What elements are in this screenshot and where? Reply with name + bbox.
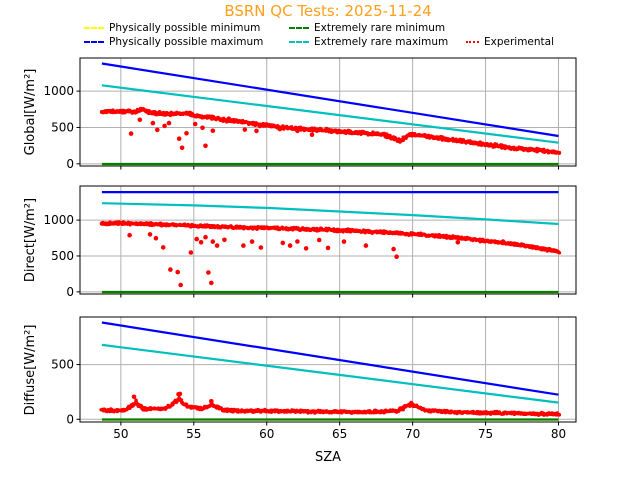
chart-title: BSRN QC Tests: 2025-11-24 <box>224 2 432 20</box>
subplot-diffuse: 50 55 60 65 70 75 80 0 500 <box>51 316 577 441</box>
experimental-scatter <box>99 106 562 155</box>
x-tick-label: 80 <box>551 427 566 441</box>
line-physically-possible-maximum <box>101 62 559 138</box>
y-tick-label: 500 <box>51 249 74 263</box>
experimental-scatter <box>99 220 562 288</box>
legend-line-sample <box>84 27 104 29</box>
legend-entry-physically-possible-maximum: Physically possible maximum <box>84 35 263 49</box>
y-tick-label: 500 <box>51 358 74 372</box>
legend-label: Physically possible maximum <box>109 36 264 48</box>
gridlines <box>80 317 576 422</box>
legend-line-sample <box>84 41 104 43</box>
axes-frame <box>79 57 577 167</box>
y-tick-label: 0 <box>66 157 74 171</box>
legend-entry-physically-possible-minimum: Physically possible minimum <box>84 21 260 35</box>
y-tick-label: 0 <box>66 285 74 299</box>
y-tick-label: 1000 <box>43 213 74 227</box>
y-axis-label-diffuse: Diffuse[W/m²] <box>23 324 38 416</box>
legend-entry-extremely-rare-maximum: Extremely rare maximum <box>289 35 448 49</box>
x-tick-label: 70 <box>405 427 420 441</box>
y-axis-label-direct: Direct[W/m²] <box>23 197 38 283</box>
subplot-direct: 0 500 1000 <box>43 185 577 299</box>
x-tick-label: 55 <box>186 427 201 441</box>
legend-label: Physically possible minimum <box>109 22 261 34</box>
legend-dots-sample <box>466 41 479 43</box>
x-tick-label: 50 <box>113 427 128 441</box>
legend-line-sample <box>289 27 309 29</box>
legend-label: Extremely rare maximum <box>314 36 449 48</box>
line-physically-possible-maximum <box>101 321 559 396</box>
axes-frame <box>79 185 577 295</box>
legend-entry-experimental: Experimental <box>466 35 554 49</box>
line-extremely-rare-maximum <box>101 84 559 144</box>
legend-entry-extremely-rare-minimum: Extremely rare minimum <box>289 21 445 35</box>
experimental-scatter <box>99 391 562 417</box>
legend-line-sample <box>289 41 309 43</box>
legend-label: Experimental <box>484 36 555 48</box>
x-tick-label: 65 <box>332 427 347 441</box>
line-extremely-rare-maximum <box>101 343 559 404</box>
x-tick-label: 60 <box>259 427 274 441</box>
legend-label: Extremely rare minimum <box>314 22 446 34</box>
axes-frame <box>79 316 577 423</box>
line-extremely-rare-maximum <box>101 202 559 226</box>
y-tick-label: 1000 <box>43 84 74 98</box>
subplot-global: 0 500 1000 <box>43 57 577 171</box>
x-axis-label: SZA <box>314 450 342 465</box>
x-tick-label: 75 <box>478 427 493 441</box>
y-tick-label: 500 <box>51 120 74 134</box>
y-tick-label: 0 <box>66 412 74 426</box>
